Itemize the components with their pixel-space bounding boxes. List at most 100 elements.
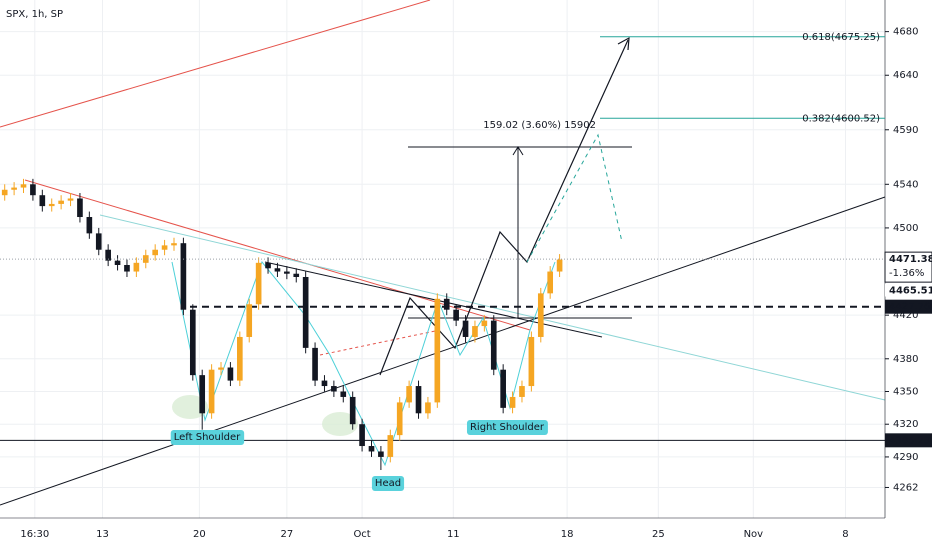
price-tag-label: 4305.23 xyxy=(889,435,930,446)
candle-body xyxy=(490,320,497,370)
candle-body xyxy=(30,184,36,196)
y-tick-label: 4500 xyxy=(893,223,918,234)
y-tick-label: 4290 xyxy=(893,452,918,463)
candle-body xyxy=(152,249,159,256)
y-tick-label: 4420 xyxy=(893,310,918,321)
candle-body xyxy=(105,249,111,261)
y-tick-label: 4640 xyxy=(893,70,918,81)
candle-body xyxy=(434,298,441,403)
candle-body xyxy=(161,245,168,250)
annotation-box xyxy=(371,476,405,491)
candle-body xyxy=(528,336,535,387)
y-tick-label: 4320 xyxy=(893,419,918,430)
candle-body xyxy=(519,386,525,397)
x-tick-label: 27 xyxy=(280,529,293,540)
x-tick-label: 18 xyxy=(561,529,574,540)
candle-body xyxy=(237,336,243,381)
candle-body xyxy=(425,402,431,414)
price-tag xyxy=(885,283,932,297)
candle-body xyxy=(95,233,102,250)
candle-body xyxy=(359,424,365,447)
candle-body xyxy=(284,271,290,274)
y-tick-label: 4262 xyxy=(893,482,918,493)
annotation: Head xyxy=(375,478,401,489)
candle-body xyxy=(199,375,206,414)
candle-body xyxy=(255,262,262,305)
candle-body xyxy=(124,264,130,272)
candle-body xyxy=(208,369,215,414)
candle-body xyxy=(556,259,563,272)
candle-body xyxy=(180,243,187,310)
pattern-zigzag xyxy=(171,260,556,467)
price-tag-label: 4465.51 xyxy=(889,286,932,297)
x-tick-label: 16:30 xyxy=(20,529,49,540)
trend-line xyxy=(319,329,441,356)
highlight xyxy=(322,412,358,436)
candle-body xyxy=(11,187,17,190)
candle-body xyxy=(321,380,328,387)
candle-body xyxy=(86,217,93,234)
candle-body xyxy=(378,451,384,457)
candle-body xyxy=(331,386,337,392)
candle-body xyxy=(293,273,300,277)
candle-body xyxy=(537,293,544,337)
candle-body xyxy=(20,184,27,188)
candle-body xyxy=(500,369,506,408)
arrow-head xyxy=(512,146,524,156)
candle-body xyxy=(368,446,375,452)
candle-body xyxy=(133,262,140,272)
x-tick-label: 11 xyxy=(447,529,460,540)
candle-body xyxy=(67,198,74,201)
chart-title: SPX, 1h, SP xyxy=(6,9,63,20)
candle-body xyxy=(472,326,478,337)
candle-body xyxy=(246,304,253,337)
candle-body xyxy=(227,367,234,381)
price-tag xyxy=(884,251,932,283)
y-tick-label: 4540 xyxy=(893,179,918,190)
y-tick-label: 4680 xyxy=(893,27,918,38)
candle-body xyxy=(77,198,83,218)
annotation-box xyxy=(466,420,548,435)
candle-body xyxy=(265,262,271,269)
projection xyxy=(526,133,623,263)
candle-body xyxy=(171,243,177,246)
candle-body xyxy=(481,320,488,327)
candle-body xyxy=(349,396,356,425)
candle-body xyxy=(340,391,347,397)
price-tag-label: 4427.76 xyxy=(889,302,930,313)
measure-label: 159.02 (3.60%) 15902 xyxy=(483,120,596,131)
candle-body xyxy=(387,435,394,457)
candle-body xyxy=(39,195,46,207)
trend-line xyxy=(264,261,603,338)
trend-line xyxy=(0,0,431,128)
x-tick-label: 13 xyxy=(96,529,109,540)
candle-body xyxy=(142,255,149,263)
annotation: Right Shoulder xyxy=(470,422,545,433)
candle-body xyxy=(443,298,450,310)
fib-label: 0.618(4675.25) xyxy=(802,32,880,43)
candle-body xyxy=(406,386,412,403)
price-tag xyxy=(885,433,932,448)
price-tag-label: 4471.38 xyxy=(889,254,932,265)
candle-body xyxy=(312,347,318,381)
candle-body xyxy=(509,396,516,408)
annotation-box xyxy=(170,430,245,445)
price-tag xyxy=(885,299,932,314)
candle-body xyxy=(114,260,121,265)
candle-body xyxy=(1,189,8,196)
x-tick-label: Oct xyxy=(353,529,370,540)
x-tick-label: 25 xyxy=(652,529,665,540)
candle-body xyxy=(58,200,64,204)
candle-body xyxy=(547,271,554,294)
fib-label: 0.382(4600.52) xyxy=(802,113,880,124)
y-tick-label: 4380 xyxy=(893,354,918,365)
candle-body xyxy=(274,268,281,272)
x-tick-label: Nov xyxy=(744,529,764,540)
x-tick-label: 20 xyxy=(193,529,206,540)
trend-line xyxy=(0,196,886,506)
y-tick-label: 4350 xyxy=(893,386,918,397)
candle-body xyxy=(189,309,196,376)
candle-body xyxy=(453,309,459,321)
